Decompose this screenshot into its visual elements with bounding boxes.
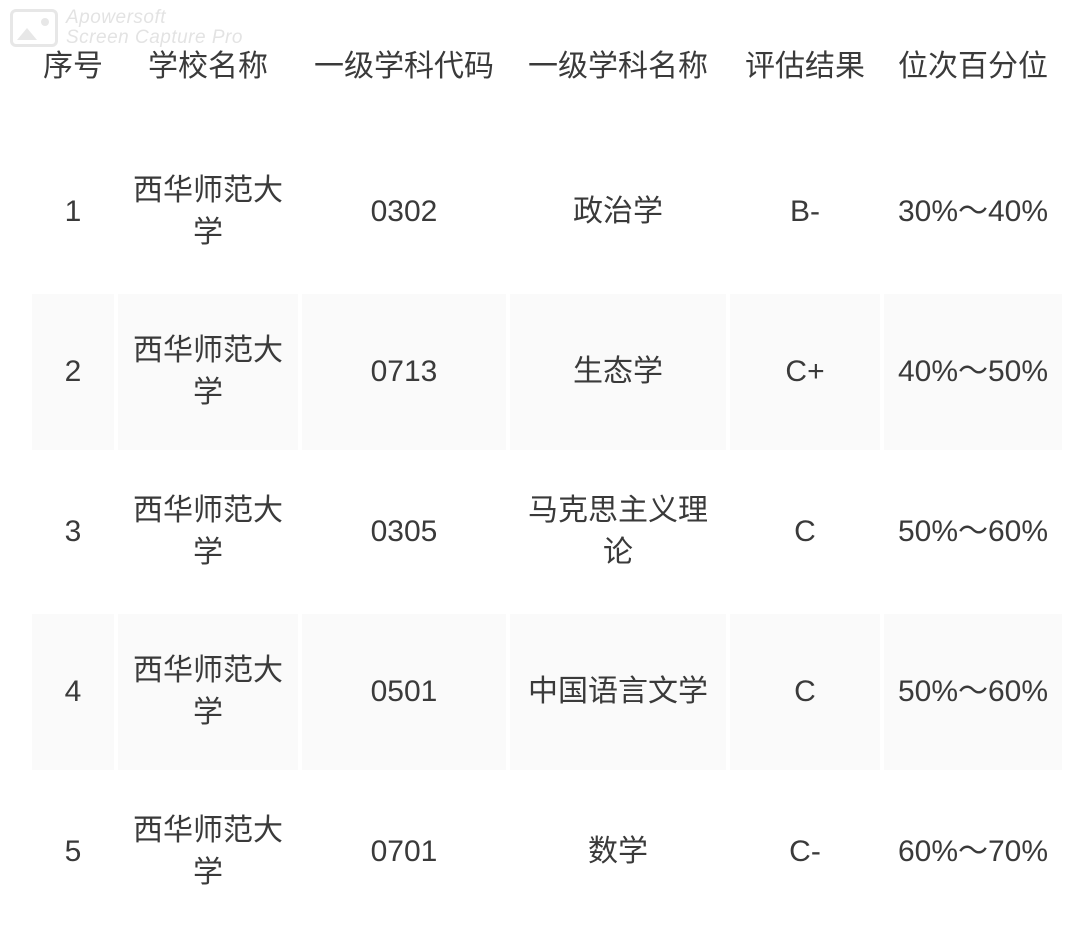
cell-idx: 2 <box>32 294 114 450</box>
col-header-idx: 序号 <box>32 4 114 130</box>
cell-code: 0305 <box>302 454 506 610</box>
cell-grade: C <box>730 614 880 770</box>
cell-code: 0501 <box>302 614 506 770</box>
evaluation-table: 序号 学校名称 一级学科代码 一级学科名称 评估结果 位次百分位 1 西华师范大… <box>28 0 1066 934</box>
cell-code: 0302 <box>302 134 506 290</box>
cell-grade: C+ <box>730 294 880 450</box>
cell-school: 西华师范大学 <box>118 614 298 770</box>
table-row: 4 西华师范大学 0501 中国语言文学 C 50%～60% <box>32 614 1062 770</box>
cell-school: 西华师范大学 <box>118 294 298 450</box>
cell-discipline: 中国语言文学 <box>510 614 726 770</box>
cell-discipline: 生态学 <box>510 294 726 450</box>
cell-percentile: 60%～70% <box>884 774 1062 930</box>
cell-code: 0701 <box>302 774 506 930</box>
col-header-code: 一级学科代码 <box>302 4 506 130</box>
table-row: 5 西华师范大学 0701 数学 C- 60%～70% <box>32 774 1062 930</box>
col-header-percentile: 位次百分位 <box>884 4 1062 130</box>
table-header-row: 序号 学校名称 一级学科代码 一级学科名称 评估结果 位次百分位 <box>32 4 1062 130</box>
col-header-grade: 评估结果 <box>730 4 880 130</box>
cell-discipline: 数学 <box>510 774 726 930</box>
cell-idx: 4 <box>32 614 114 770</box>
cell-school: 西华师范大学 <box>118 134 298 290</box>
cell-grade: B- <box>730 134 880 290</box>
table-row: 2 西华师范大学 0713 生态学 C+ 40%～50% <box>32 294 1062 450</box>
cell-grade: C- <box>730 774 880 930</box>
col-header-school: 学校名称 <box>118 4 298 130</box>
cell-discipline: 马克思主义理论 <box>510 454 726 610</box>
cell-percentile: 50%～60% <box>884 614 1062 770</box>
cell-discipline: 政治学 <box>510 134 726 290</box>
cell-percentile: 30%～40% <box>884 134 1062 290</box>
col-header-discipline: 一级学科名称 <box>510 4 726 130</box>
cell-percentile: 50%～60% <box>884 454 1062 610</box>
table-container: 序号 学校名称 一级学科代码 一级学科名称 评估结果 位次百分位 1 西华师范大… <box>0 0 1080 934</box>
cell-idx: 3 <box>32 454 114 610</box>
cell-school: 西华师范大学 <box>118 454 298 610</box>
table-row: 3 西华师范大学 0305 马克思主义理论 C 50%～60% <box>32 454 1062 610</box>
cell-idx: 5 <box>32 774 114 930</box>
cell-percentile: 40%～50% <box>884 294 1062 450</box>
cell-idx: 1 <box>32 134 114 290</box>
cell-school: 西华师范大学 <box>118 774 298 930</box>
cell-grade: C <box>730 454 880 610</box>
cell-code: 0713 <box>302 294 506 450</box>
table-row: 1 西华师范大学 0302 政治学 B- 30%～40% <box>32 134 1062 290</box>
